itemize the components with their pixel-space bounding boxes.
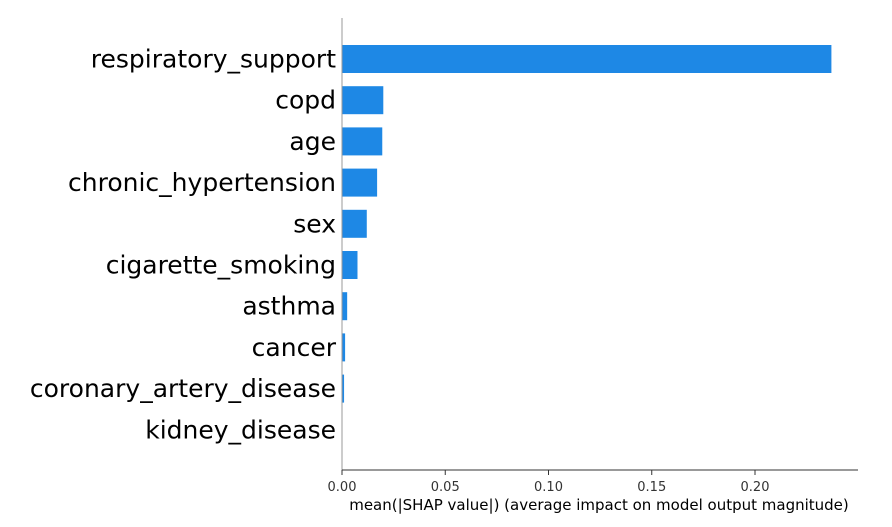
- x-tick-label: 0.00: [328, 480, 357, 495]
- feature-label-copd: copd: [275, 86, 336, 115]
- bar-sex: [342, 209, 367, 238]
- x-tick-label: 0.05: [431, 480, 460, 495]
- bar-copd: [342, 86, 384, 115]
- bar-cancer: [342, 333, 346, 362]
- feature-label-cigarette-smoking: cigarette_smoking: [106, 251, 336, 280]
- bar-coronary-artery-disease: [342, 374, 345, 403]
- feature-label-asthma: asthma: [242, 292, 336, 321]
- bar-chronic-hypertension: [342, 168, 378, 197]
- feature-label-chronic-hypertension: chronic_hypertension: [68, 168, 336, 197]
- x-tick-label: 0.20: [741, 480, 770, 495]
- x-tick-label: 0.10: [534, 480, 563, 495]
- x-axis-title: mean(|SHAP value|) (average impact on mo…: [349, 496, 849, 514]
- feature-label-respiratory-support: respiratory_support: [91, 45, 336, 74]
- bar-cigarette-smoking: [342, 251, 358, 279]
- feature-label-cancer: cancer: [252, 333, 337, 362]
- feature-label-sex: sex: [293, 209, 336, 238]
- feature-label-kidney-disease: kidney_disease: [145, 415, 336, 444]
- bar-asthma: [342, 292, 348, 321]
- feature-label-coronary-artery-disease: coronary_artery_disease: [30, 374, 336, 403]
- feature-label-age: age: [289, 127, 336, 156]
- bars-layer: [342, 45, 832, 403]
- bar-respiratory-support: [342, 45, 832, 73]
- bar-age: [342, 127, 383, 156]
- x-tick-label: 0.15: [637, 480, 666, 495]
- x-ticks-layer: 0.00 0.05 0.10 0.15 0.20: [328, 470, 770, 495]
